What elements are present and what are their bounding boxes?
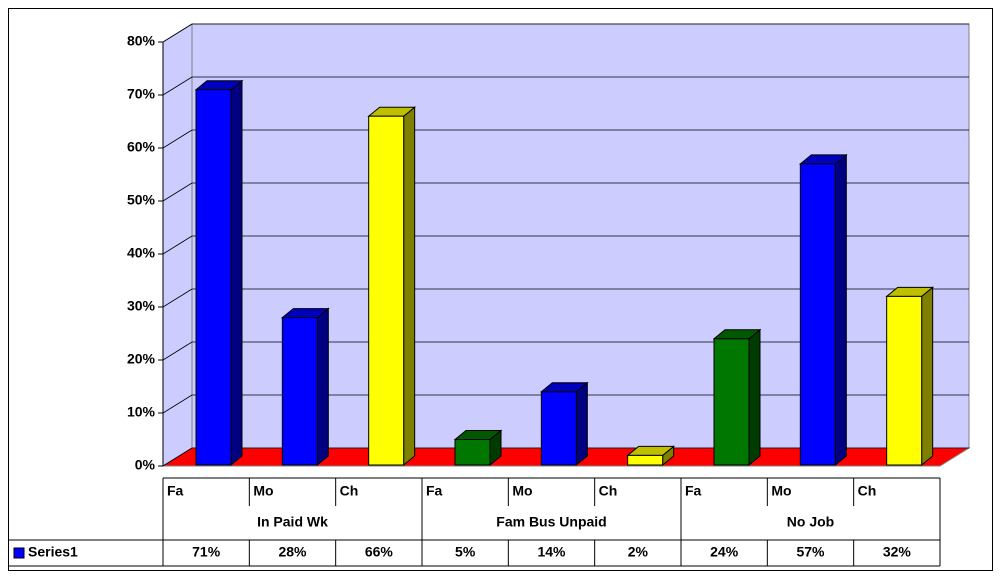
group-label: No Job bbox=[787, 514, 834, 530]
category-label: Fa bbox=[167, 483, 184, 499]
y-tick-label: 80% bbox=[127, 33, 156, 49]
y-tick-label: 10% bbox=[127, 404, 156, 420]
grid-line bbox=[162, 76, 193, 96]
bar bbox=[368, 115, 405, 466]
value-label: 28% bbox=[278, 544, 307, 560]
value-label: 5% bbox=[455, 544, 476, 560]
bar-side bbox=[403, 106, 416, 467]
grid-line bbox=[162, 182, 193, 202]
bar bbox=[886, 295, 923, 466]
value-label: 71% bbox=[192, 544, 221, 560]
value-label: 57% bbox=[796, 544, 825, 560]
y-tick-label: 70% bbox=[127, 86, 156, 102]
y-tick-label: 0% bbox=[135, 457, 156, 473]
bar-side bbox=[834, 153, 847, 467]
value-label: 24% bbox=[710, 544, 739, 560]
bar-side bbox=[316, 307, 329, 467]
value-label: 14% bbox=[537, 544, 566, 560]
group-label: Fam Bus Unpaid bbox=[496, 514, 606, 530]
y-tick-label: 60% bbox=[127, 139, 156, 155]
bar-side bbox=[921, 286, 934, 467]
grid-line bbox=[162, 447, 193, 467]
bar bbox=[799, 163, 836, 466]
grid-line bbox=[162, 341, 193, 361]
category-label: Ch bbox=[340, 483, 359, 499]
value-label: 32% bbox=[883, 544, 912, 560]
bar bbox=[540, 391, 577, 466]
y-tick-label: 40% bbox=[127, 245, 156, 261]
y-tick-label: 50% bbox=[127, 192, 156, 208]
grid-line bbox=[162, 235, 193, 255]
bar bbox=[454, 439, 491, 466]
bar bbox=[713, 338, 750, 466]
value-label: 66% bbox=[365, 544, 394, 560]
y-tick-label: 20% bbox=[127, 351, 156, 367]
bar bbox=[627, 454, 664, 466]
bar-side bbox=[748, 328, 761, 467]
legend-label: Series1 bbox=[28, 544, 78, 560]
bar-side bbox=[575, 381, 588, 467]
bar bbox=[281, 317, 318, 466]
group-label: In Paid Wk bbox=[257, 514, 328, 530]
grid-line bbox=[162, 129, 193, 149]
category-label: Fa bbox=[426, 483, 443, 499]
category-label: Mo bbox=[771, 483, 791, 499]
y-tick-label: 30% bbox=[127, 298, 156, 314]
grid-line bbox=[162, 23, 193, 43]
value-label: 2% bbox=[628, 544, 649, 560]
grid-line bbox=[162, 288, 193, 308]
category-label: Ch bbox=[599, 483, 618, 499]
category-label: Mo bbox=[253, 483, 273, 499]
bar bbox=[195, 89, 232, 466]
category-label: Mo bbox=[512, 483, 532, 499]
grid-line bbox=[162, 394, 193, 414]
category-label: Fa bbox=[685, 483, 702, 499]
bar-side bbox=[230, 79, 243, 467]
legend-key bbox=[13, 547, 25, 559]
category-label: Ch bbox=[858, 483, 877, 499]
